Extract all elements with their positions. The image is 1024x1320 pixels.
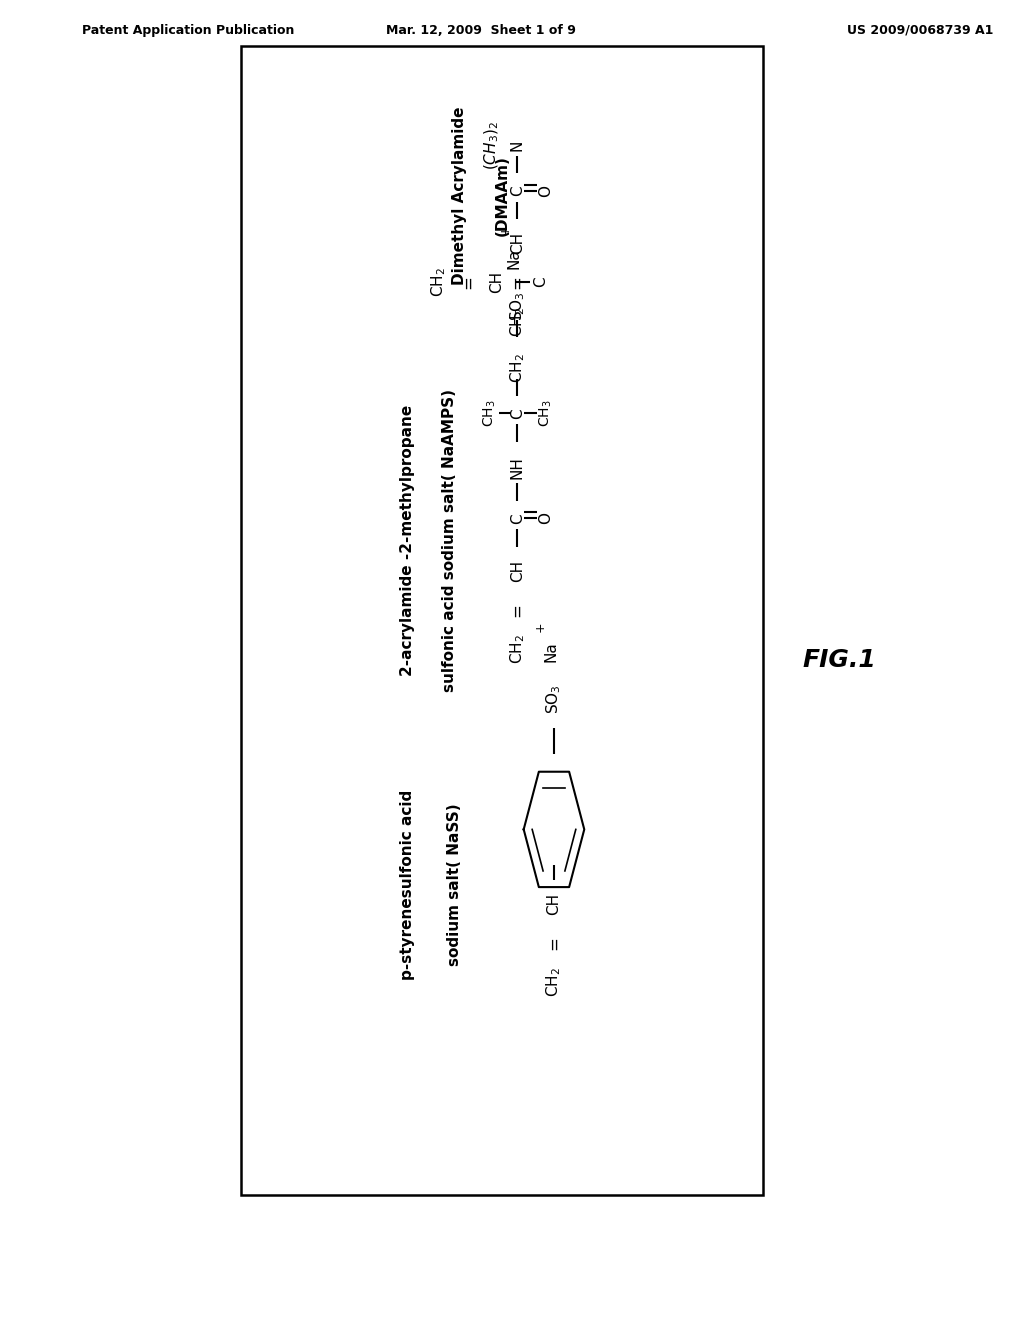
Text: $\mathregular{CH_3}$: $\mathregular{CH_3}$	[538, 400, 554, 428]
Text: $\mathregular{SO_3}$: $\mathregular{SO_3}$	[508, 292, 526, 321]
Text: $\mathregular{SO_3}$: $\mathregular{SO_3}$	[545, 685, 563, 714]
Text: US 2009/0068739 A1: US 2009/0068739 A1	[847, 24, 993, 37]
Text: +: +	[499, 224, 511, 235]
Text: O: O	[539, 512, 553, 524]
Text: $\mathregular{CH_2}$: $\mathregular{CH_2}$	[430, 267, 449, 297]
Text: 2-acrylamide -2-methylpropane: 2-acrylamide -2-methylpropane	[400, 404, 416, 676]
Text: O: O	[539, 185, 553, 197]
Text: CH: CH	[510, 232, 525, 255]
Text: C: C	[510, 408, 525, 418]
Text: =: =	[509, 603, 526, 616]
Text: CH: CH	[510, 560, 525, 582]
Text: CH: CH	[547, 892, 561, 915]
Text: N: N	[510, 140, 525, 150]
Text: p-styrenesulfonic acid: p-styrenesulfonic acid	[400, 789, 416, 979]
Text: $\mathregular{CH_3}$: $\mathregular{CH_3}$	[482, 400, 499, 428]
Text: sulfonic acid sodium salt( NaAMPS): sulfonic acid sodium salt( NaAMPS)	[442, 388, 457, 692]
Bar	[241, 46, 763, 1195]
Text: C: C	[510, 186, 525, 197]
Text: $(CH_3)_2$: $(CH_3)_2$	[482, 120, 501, 170]
Text: NH: NH	[510, 457, 525, 479]
Text: $\mathregular{CH_2}$: $\mathregular{CH_2}$	[508, 306, 526, 337]
Text: $\mathregular{CH_2}$: $\mathregular{CH_2}$	[545, 968, 563, 997]
Text: =: =	[545, 936, 563, 950]
Text: $\mathregular{CH_2}$: $\mathregular{CH_2}$	[508, 352, 526, 383]
Text: FIG.1: FIG.1	[803, 648, 877, 672]
Text: C: C	[510, 513, 525, 524]
Text: Patent Application Publication: Patent Application Publication	[82, 24, 294, 37]
Text: =: =	[509, 276, 526, 289]
Text: Mar. 12, 2009  Sheet 1 of 9: Mar. 12, 2009 Sheet 1 of 9	[386, 24, 577, 37]
Text: sodium salt( NaSS): sodium salt( NaSS)	[447, 803, 462, 966]
Text: CH: CH	[489, 271, 504, 293]
Text: Na: Na	[507, 248, 522, 269]
Text: =: =	[459, 275, 477, 289]
Text: C: C	[534, 276, 549, 286]
Text: (DMAAm): (DMAAm)	[495, 154, 509, 236]
Text: Na: Na	[544, 642, 558, 663]
Text: Dimethyl Acrylamide: Dimethyl Acrylamide	[453, 106, 468, 285]
Text: +: +	[534, 620, 547, 632]
Text: $\mathregular{CH_2}$: $\mathregular{CH_2}$	[508, 634, 526, 664]
